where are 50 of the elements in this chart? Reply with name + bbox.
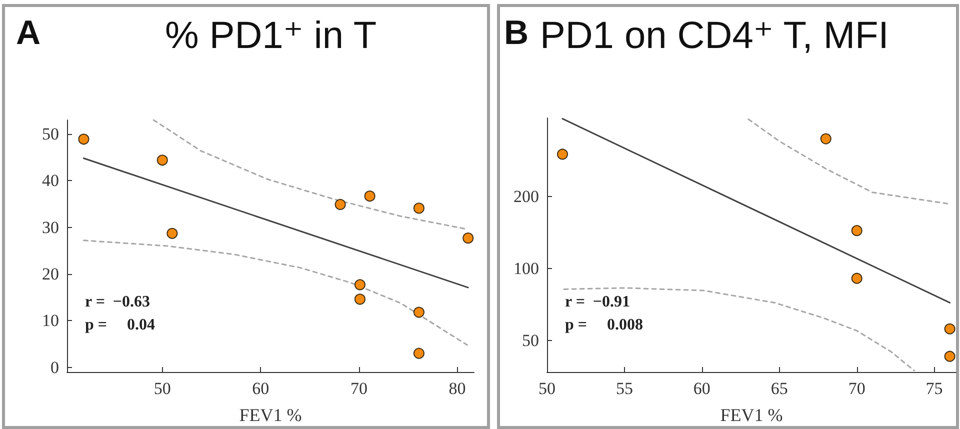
point bbox=[78, 134, 90, 145]
y-tick-label: 0 bbox=[50, 358, 59, 377]
chart-title: % PD1⁺ in T bbox=[165, 15, 377, 57]
point bbox=[413, 202, 424, 214]
x-tick-label: 70 bbox=[848, 379, 866, 398]
x-axis-title: FEV1 % bbox=[720, 405, 783, 425]
point bbox=[944, 323, 956, 334]
point bbox=[413, 348, 424, 359]
x-tick-label: 50 bbox=[538, 379, 556, 398]
x-axis-title: FEV1 % bbox=[239, 405, 302, 425]
point bbox=[413, 306, 424, 318]
text: A bbox=[16, 14, 41, 52]
point bbox=[820, 133, 832, 144]
x-tick-label: 75 bbox=[926, 379, 943, 398]
y-tick-label: 40 bbox=[42, 171, 59, 190]
y-tick-label: 30 bbox=[42, 218, 59, 237]
y-tick-label: 20 bbox=[42, 264, 59, 284]
annotation: r = −0.91 bbox=[565, 294, 630, 310]
annotation: r = −0.63 bbox=[85, 294, 150, 310]
y-tick-label: 50 bbox=[522, 331, 539, 350]
point bbox=[166, 228, 178, 239]
point bbox=[156, 154, 168, 166]
text: B bbox=[504, 14, 529, 52]
y-tick-label: 100 bbox=[514, 259, 539, 278]
y-tick-label: 50 bbox=[42, 124, 59, 144]
x-tick-label: 55 bbox=[616, 379, 633, 398]
line-series bbox=[152, 119, 468, 230]
x-tick-label: 60 bbox=[252, 379, 270, 398]
annotation: p = 0.04 bbox=[85, 316, 156, 334]
point bbox=[851, 272, 862, 284]
annotation: p = 0.008 bbox=[565, 316, 644, 334]
point bbox=[462, 232, 474, 244]
point bbox=[354, 294, 366, 305]
point bbox=[334, 198, 346, 210]
y-tick-label: 10 bbox=[42, 311, 59, 330]
line-series bbox=[563, 287, 915, 372]
x-tick-label: 70 bbox=[350, 379, 368, 398]
point bbox=[354, 279, 366, 290]
x-tick-label: 50 bbox=[154, 379, 171, 398]
x-tick-label: 60 bbox=[693, 379, 710, 398]
x-tick-label: 80 bbox=[448, 379, 466, 398]
point bbox=[944, 350, 956, 362]
point bbox=[557, 148, 568, 160]
x-tick-label: 65 bbox=[770, 379, 788, 398]
chart-title: PD1 on CD4⁺ T, MFI bbox=[540, 15, 889, 57]
point bbox=[364, 190, 376, 202]
point bbox=[851, 225, 862, 236]
line-series bbox=[748, 118, 951, 205]
line-series bbox=[82, 240, 468, 346]
y-tick-label: 200 bbox=[514, 186, 539, 206]
